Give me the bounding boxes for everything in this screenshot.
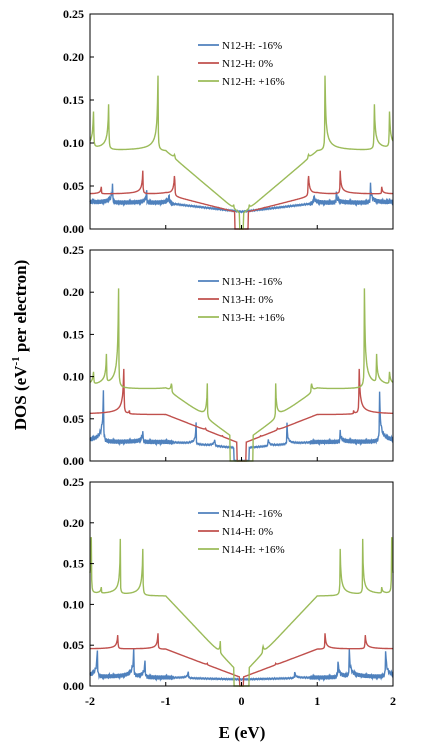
legend-label-3-3: N14-H: +16% xyxy=(222,544,285,556)
y-tick-label-3-4: 0.20 xyxy=(63,516,84,530)
y-tick-label-2-5: 0.25 xyxy=(63,243,84,257)
series-line-1-3 xyxy=(89,75,394,230)
x-tick-label-1: -1 xyxy=(161,694,171,708)
y-axis-title: DOS (eV-1 per electron) xyxy=(10,260,30,431)
x-tick-label-4: 2 xyxy=(390,694,396,708)
legend-label-1-3: N12-H: +16% xyxy=(222,76,285,88)
series-line-1-2 xyxy=(90,170,393,230)
y-tick-label-1-3: 0.15 xyxy=(63,93,84,107)
y-tick-label-1-5: 0.25 xyxy=(63,7,84,21)
y-tick-label-1-0: 0.00 xyxy=(63,222,84,236)
y-tick-label-2-4: 0.20 xyxy=(63,285,84,299)
y-tick-label-2-0: 0.00 xyxy=(63,454,84,468)
legend-label-1-2: N12-H: 0% xyxy=(222,58,273,70)
y-tick-label-3-1: 0.05 xyxy=(63,638,84,652)
y-tick-label-3-0: 0.00 xyxy=(63,679,84,693)
y-tick-label-3-5: 0.25 xyxy=(63,475,84,489)
y-tick-label-1-2: 0.10 xyxy=(63,136,84,150)
x-tick-label-3: 1 xyxy=(314,694,320,708)
series-line-1-1 xyxy=(89,182,394,214)
y-tick-label-3-2: 0.10 xyxy=(63,597,84,611)
series-line-2-1 xyxy=(89,390,394,462)
y-axis-title-suffix: per electron) xyxy=(11,260,30,357)
legend-label-2-1: N13-H: -16% xyxy=(222,276,282,288)
y-axis-title-superscript: -1 xyxy=(10,356,22,365)
y-tick-label-2-3: 0.15 xyxy=(63,327,84,341)
dos-panel-3: 0.00 0.05 0.10 0.15 0.20 0.25 -2 -1 0 1 2 N14-H: -1… xyxy=(63,475,396,708)
legend-label-2-2: N13-H: 0% xyxy=(222,294,273,306)
y-tick-label-1-4: 0.20 xyxy=(63,50,84,64)
series-line-3-3 xyxy=(89,537,394,687)
legend-label-2-3: N13-H: +16% xyxy=(222,312,285,324)
series-line-3-2 xyxy=(90,633,393,687)
legend-label-3-1: N14-H: -16% xyxy=(222,508,282,520)
series-line-3-1 xyxy=(89,648,394,682)
x-axis-title: E (eV) xyxy=(219,723,266,742)
y-tick-label-2-1: 0.05 xyxy=(63,412,84,426)
legend-2: N13-H: -16% N13-H: 0% N13-H: +16% xyxy=(198,276,285,324)
y-tick-label-3-3: 0.15 xyxy=(63,557,84,571)
y-tick-label-1-1: 0.05 xyxy=(63,179,84,193)
legend-label-3-2: N14-H: 0% xyxy=(222,526,273,538)
x-tick-label-2: 0 xyxy=(239,694,245,708)
legend-1: N12-H: -16% N12-H: 0% N12-H: +16% xyxy=(198,40,285,88)
series-line-2-2 xyxy=(89,368,394,462)
legend-3: N14-H: -16% N14-H: 0% N14-H: +16% xyxy=(198,508,285,556)
x-tick-label-0: -2 xyxy=(85,694,95,708)
svg-text:DOS (eV-1 per electron): DOS (eV-1 per electron) xyxy=(10,260,30,431)
y-tick-label-2-2: 0.10 xyxy=(63,370,84,384)
legend-label-1-1: N12-H: -16% xyxy=(222,40,282,52)
y-axis-title-prefix: DOS (eV xyxy=(11,365,30,430)
